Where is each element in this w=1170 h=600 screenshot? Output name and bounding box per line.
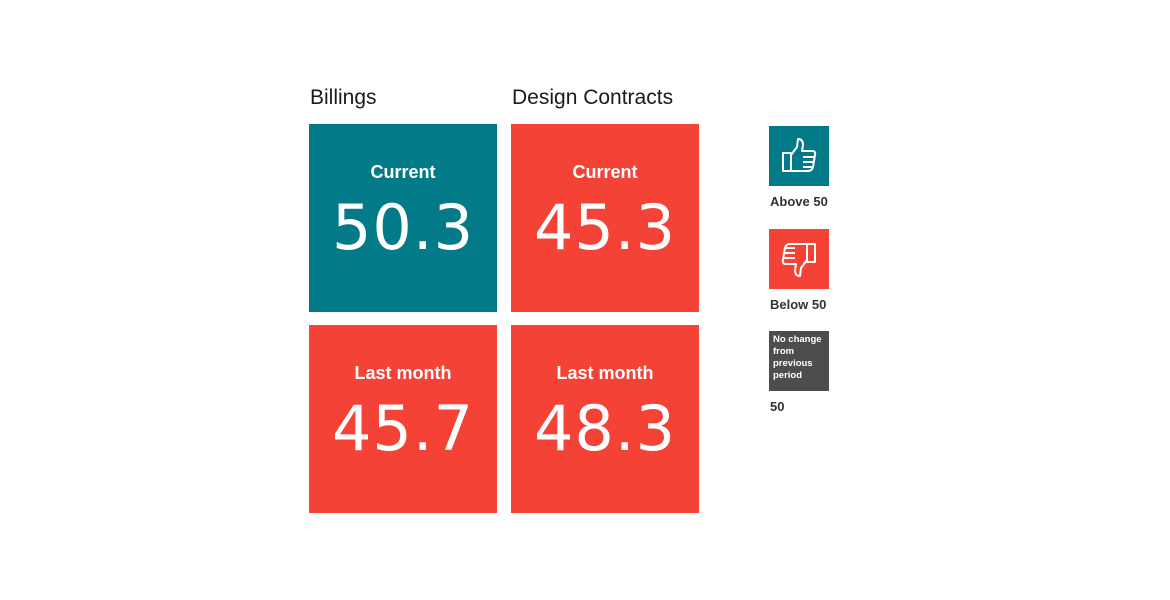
legend-neutral-line: from xyxy=(773,346,795,357)
design-contracts-current-tile: Current 45.3 xyxy=(511,124,699,312)
legend-neutral-text: No change from previous period xyxy=(769,331,829,391)
tile-value: 50.3 xyxy=(331,191,475,264)
legend-above-swatch xyxy=(769,126,829,186)
billings-current-tile: Current 50.3 xyxy=(309,124,497,312)
legend-neutral-line: previous xyxy=(773,358,813,369)
tile-label: Current xyxy=(370,162,436,182)
tile-label: Current xyxy=(572,162,638,182)
legend-neutral-line: period xyxy=(773,370,803,381)
legend-neutral-swatch: No change from previous period xyxy=(769,331,829,391)
legend-above-label: Above 50 xyxy=(770,194,828,209)
legend-below-swatch xyxy=(769,229,829,289)
billings-column-title: Billings xyxy=(310,86,377,109)
tile-label: Last month xyxy=(354,363,452,383)
tile-label: Last month xyxy=(556,363,654,383)
tile-value: 48.3 xyxy=(533,392,677,465)
thumbs-down-icon xyxy=(781,243,816,277)
design-contracts-last-month-tile: Last month 48.3 xyxy=(511,325,699,513)
legend-neutral-label: 50 xyxy=(770,399,785,414)
legend-below-label: Below 50 xyxy=(770,297,827,312)
design-contracts-column-title: Design Contracts xyxy=(512,86,674,109)
tile-value: 45.3 xyxy=(533,191,677,264)
legend-neutral-line: No change xyxy=(773,334,822,345)
tile-value: 45.7 xyxy=(331,392,475,465)
billings-last-month-tile: Last month 45.7 xyxy=(309,325,497,513)
thumbs-up-icon xyxy=(782,138,817,172)
